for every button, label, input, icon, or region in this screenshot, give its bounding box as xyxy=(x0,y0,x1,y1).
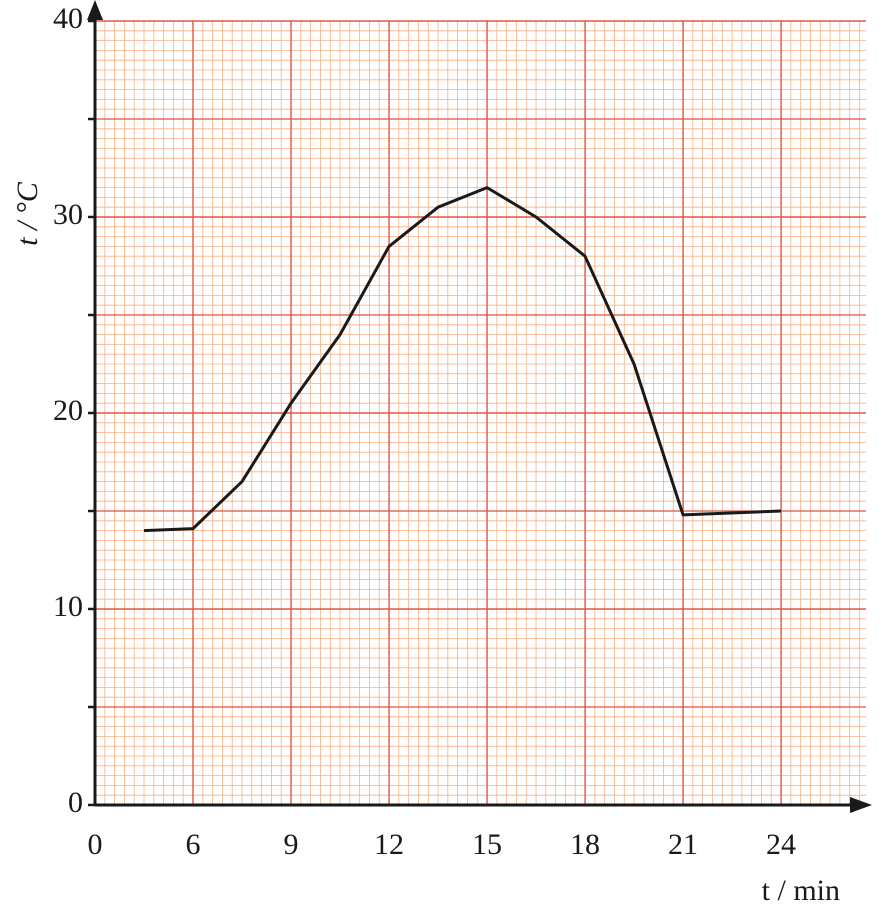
x-tick-label: 21 xyxy=(668,828,698,861)
y-tick-label: 20 xyxy=(53,394,83,427)
y-axis-arrow xyxy=(87,0,103,20)
y-axis-label: t / °C xyxy=(11,181,44,246)
y-tick-label: 40 xyxy=(53,2,83,35)
x-tick-label: 6 xyxy=(186,828,201,861)
x-tick-label: 0 xyxy=(88,828,103,861)
grid xyxy=(94,20,866,806)
x-axis-arrow xyxy=(850,797,872,813)
x-tick-label: 15 xyxy=(472,828,502,861)
x-axis-label: t / min xyxy=(762,874,840,907)
x-tick-label: 18 xyxy=(570,828,600,861)
y-tick-label: 30 xyxy=(53,198,83,231)
x-tick-label: 9 xyxy=(284,828,299,861)
x-tick-label: 24 xyxy=(766,828,796,861)
data-line xyxy=(143,186,782,533)
y-tick-label: 0 xyxy=(68,786,83,819)
x-tick-label: 12 xyxy=(374,828,404,861)
y-tick-label: 10 xyxy=(53,590,83,623)
